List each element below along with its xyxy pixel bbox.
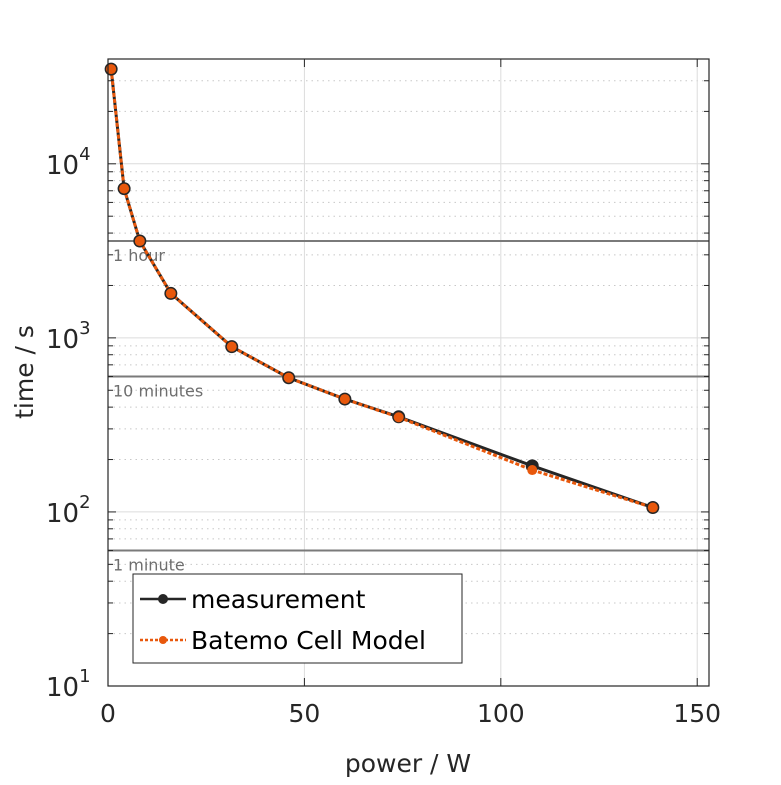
model-point <box>283 372 294 383</box>
model-point <box>226 341 237 352</box>
series-line-model <box>109 68 654 509</box>
reference-lines: 1 hour 10 minutes 1 minute <box>108 240 709 575</box>
series <box>104 62 660 515</box>
y-tick-exponent: 4 <box>79 144 90 165</box>
model-point <box>339 394 350 405</box>
x-axis-label: power / W <box>345 749 471 778</box>
y-tick-exponent: 2 <box>79 492 90 513</box>
model-point <box>647 502 658 513</box>
reference-line-label: 1 hour <box>113 246 165 265</box>
plot-frame <box>107 58 710 687</box>
legend: measurement Batemo Cell Model <box>132 573 463 664</box>
x-tick-label: 100 <box>477 699 525 728</box>
legend-label-measurement: measurement <box>191 585 366 614</box>
y-tick-label: 102 <box>46 492 91 529</box>
reference-line-label: 1 minute <box>113 556 185 575</box>
legend-label-model: Batemo Cell Model <box>191 626 426 655</box>
legend-marker-measurement <box>158 594 168 604</box>
y-tick-exponent: 1 <box>79 666 90 687</box>
model-point <box>527 465 538 476</box>
legend-box <box>132 573 463 664</box>
legend-marker-model <box>159 636 167 644</box>
reference-line-label: 10 minutes <box>113 381 203 400</box>
x-tick-label: 50 <box>288 699 320 728</box>
x-tick-label: 150 <box>673 699 721 728</box>
model-point <box>165 288 176 299</box>
y-tick-exponent: 3 <box>79 318 90 339</box>
x-tick-label: 0 <box>100 699 116 728</box>
model-point <box>106 64 117 75</box>
y-tick-label: 101 <box>46 666 91 703</box>
y-tick-label: 103 <box>46 318 91 355</box>
model-point <box>134 236 145 247</box>
model-point <box>393 412 404 423</box>
y-axis-label: time / s <box>10 325 39 419</box>
series-line-measurement <box>109 68 654 509</box>
model-point <box>119 183 130 194</box>
y-tick-label: 104 <box>46 144 91 181</box>
